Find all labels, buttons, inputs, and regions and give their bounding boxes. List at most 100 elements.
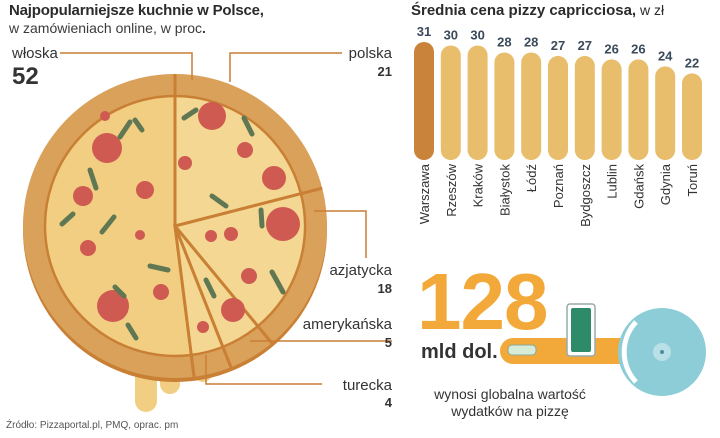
olive-1 [87,167,99,191]
bar-10 [682,73,702,160]
source-note: Źródło: Pizzaportal.pl, PMQ, oprac. pm [6,420,179,431]
slice-value-amerykanska: 5 [384,335,392,350]
bars: 31 Warszawa 30 Rzeszów 30 Kraków 28 Białystok 28… [414,24,702,227]
pie-cut-4 [173,225,233,368]
bar-4 [521,52,542,160]
pepperoni-15 [197,321,209,333]
slice-label-wloska: włoska [12,45,58,62]
pizza-pie-chart [23,52,392,412]
bar-category-label-7: Lublin [605,164,620,199]
pie-cut-2 [174,186,323,228]
bar-category-label-2: Kraków [471,163,486,207]
pepperoni-3 [136,181,154,199]
pie-chart-title: Najpopularniejsze kuchnie w Polsce, [9,2,264,19]
pepperoni-4 [80,240,96,256]
pepperoni-5 [97,290,129,322]
stat-desc-line1: wynosi globalna wartość [434,386,586,402]
bar-9 [655,66,676,160]
pizza-cutter-illustration [500,303,706,396]
pie-chart-subtitle: w zamówieniach online, w proc. [9,20,206,36]
olive-6 [125,322,139,341]
bar-title-unit: w zł [636,2,665,18]
bar-value-label-5: 27 [551,38,565,53]
bar-0 [414,42,434,160]
stat-desc-line2: wydatków na pizzę [451,403,569,419]
bar-value-label-10: 22 [685,55,699,70]
bar-2 [467,45,488,160]
bar-chart-title: Średnia cena pizzy capricciosa, w zł [411,2,664,19]
bar-value-label-0: 31 [417,24,431,39]
pepperoni-2 [73,186,93,206]
leader-wloska [60,52,193,80]
pepperoni-16 [135,230,145,240]
slice-label-amerykanska: amerykańska [302,316,392,333]
pepperoni-12 [224,227,238,241]
cutter-hub-center [660,350,664,354]
olive-11 [112,284,127,299]
bar-5 [548,55,568,160]
slice-value-azjatycka: 18 [377,281,392,296]
bar-category-label-6: Bydgoszcz [578,164,593,227]
bar-category-label-3: Białystok [497,164,512,217]
slice-label-turecka: turecka [342,377,392,394]
pie-cut-3 [173,225,274,345]
bar-1 [440,45,461,160]
olive-7 [258,207,265,229]
bar-6 [574,55,595,160]
leader-azjatycka [314,210,367,258]
pepperoni-13 [221,298,245,322]
pepperoni-7 [178,156,192,170]
olive-4 [59,211,76,227]
bar-7 [601,59,622,160]
bar-category-label-5: Poznań [551,164,566,208]
olive-12 [132,117,145,133]
stat-unit: mld dol. [421,341,498,363]
slice-value-turecka: 4 [384,395,392,410]
pepperoni-8 [237,142,253,158]
pizza-cutter-icon [500,303,706,396]
olive-13 [181,107,199,121]
pepperoni-9 [262,166,286,190]
cutter-blade-shine [621,320,638,384]
slice-value-polska: 21 [377,64,392,79]
bar-3 [494,52,515,160]
bar-category-label-10: Toruń [685,164,700,197]
pepperoni-14 [241,268,257,284]
olive-8 [241,115,255,137]
cutter-handle-grip [507,344,537,356]
bar-category-label-8: Gdańsk [631,164,646,209]
bar-value-label-3: 28 [497,34,511,49]
pizza-graphic [23,52,392,412]
bar-value-label-9: 24 [658,48,673,63]
pepperoni-10 [266,207,300,241]
bar-8 [628,59,649,160]
pepperoni-1 [198,102,226,130]
price-bar-chart: 31 Warszawa 30 Rzeszów 30 Kraków 28 Białystok 28… [414,24,702,227]
pepperoni-11 [205,230,217,242]
pepperoni-0 [92,133,122,163]
pie-cut-0 [173,225,196,377]
stat-description: wynosi globalna wartość wydatków na pizz… [404,386,616,420]
olive-9 [269,269,286,295]
pepperoni-17 [100,111,110,121]
bar-value-label-7: 26 [604,41,618,56]
olive-3 [147,263,171,273]
slice-label-polska: polska [348,45,392,62]
pepperoni-6 [153,284,169,300]
bar-value-label-1: 30 [444,27,458,42]
leader-polska [229,52,342,82]
bar-category-label-0: Warszawa [417,163,432,224]
bar-value-label-6: 27 [578,38,592,53]
pie-subtitle-end: . [201,20,206,36]
pie-subtitle-text: w zamówieniach online, w proc [9,20,202,36]
bar-category-label-4: Łódź [524,164,539,192]
olive-0 [117,119,133,140]
olive-5 [209,193,229,209]
bar-category-label-1: Rzeszów [444,163,459,216]
bar-category-label-9: Gdynia [658,163,673,205]
bar-value-label-8: 26 [631,41,645,56]
slice-label-azjatycka: azjatycka [329,262,392,279]
stat-value: 128 [417,257,548,346]
slice-value-wloska: 52 [12,63,39,90]
bar-value-label-2: 30 [470,27,484,42]
